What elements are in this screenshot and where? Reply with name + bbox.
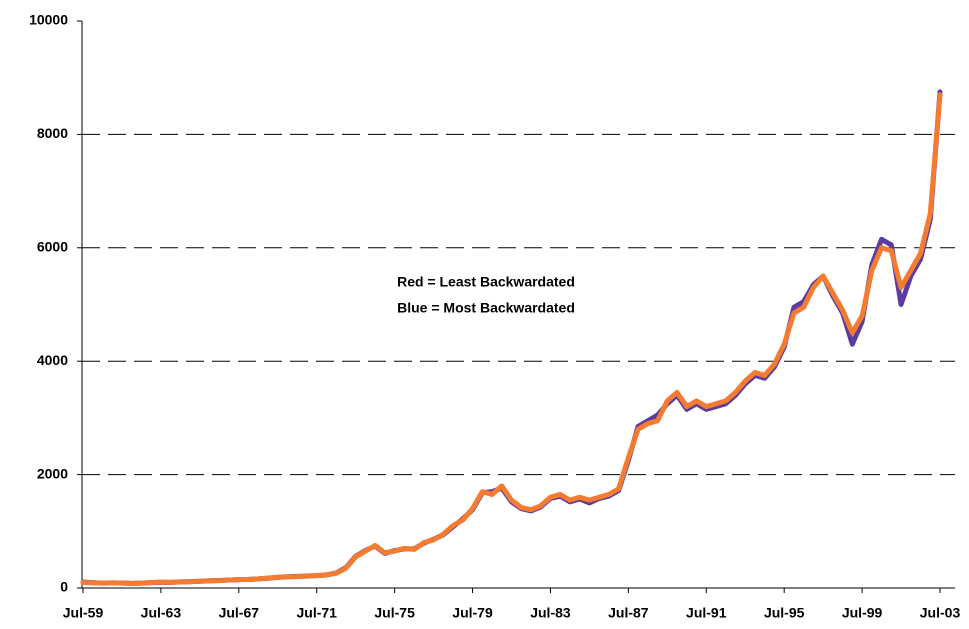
series-line (80, 92, 943, 586)
x-tick-label: Jul-87 (608, 605, 649, 621)
y-tick-label: 4000 (37, 352, 68, 368)
y-tick-label: 10000 (29, 12, 68, 28)
y-tick-label: 8000 (37, 125, 68, 141)
x-tick-label: Jul-79 (452, 605, 493, 621)
x-tick-label: Jul-59 (63, 605, 104, 621)
x-tick-label: Jul-95 (764, 605, 805, 621)
x-tick-label: Jul-63 (141, 605, 182, 621)
series-line (80, 89, 943, 586)
y-tick-label: 2000 (37, 465, 68, 481)
x-tick-label: Jul-99 (842, 605, 883, 621)
x-tick-label: Jul-75 (374, 605, 415, 621)
annotation: Red = Least Backwardated (397, 274, 575, 290)
x-tick-label: Jul-71 (296, 605, 337, 621)
y-tick-label: 0 (60, 579, 68, 595)
x-tick-label: Jul-03 (920, 605, 961, 621)
x-tick-label: Jul-83 (530, 605, 571, 621)
x-tick-label: Jul-67 (219, 605, 260, 621)
annotation: Blue = Most Backwardated (397, 300, 575, 316)
x-tick-label: Jul-91 (686, 605, 727, 621)
y-tick-label: 6000 (37, 239, 68, 255)
